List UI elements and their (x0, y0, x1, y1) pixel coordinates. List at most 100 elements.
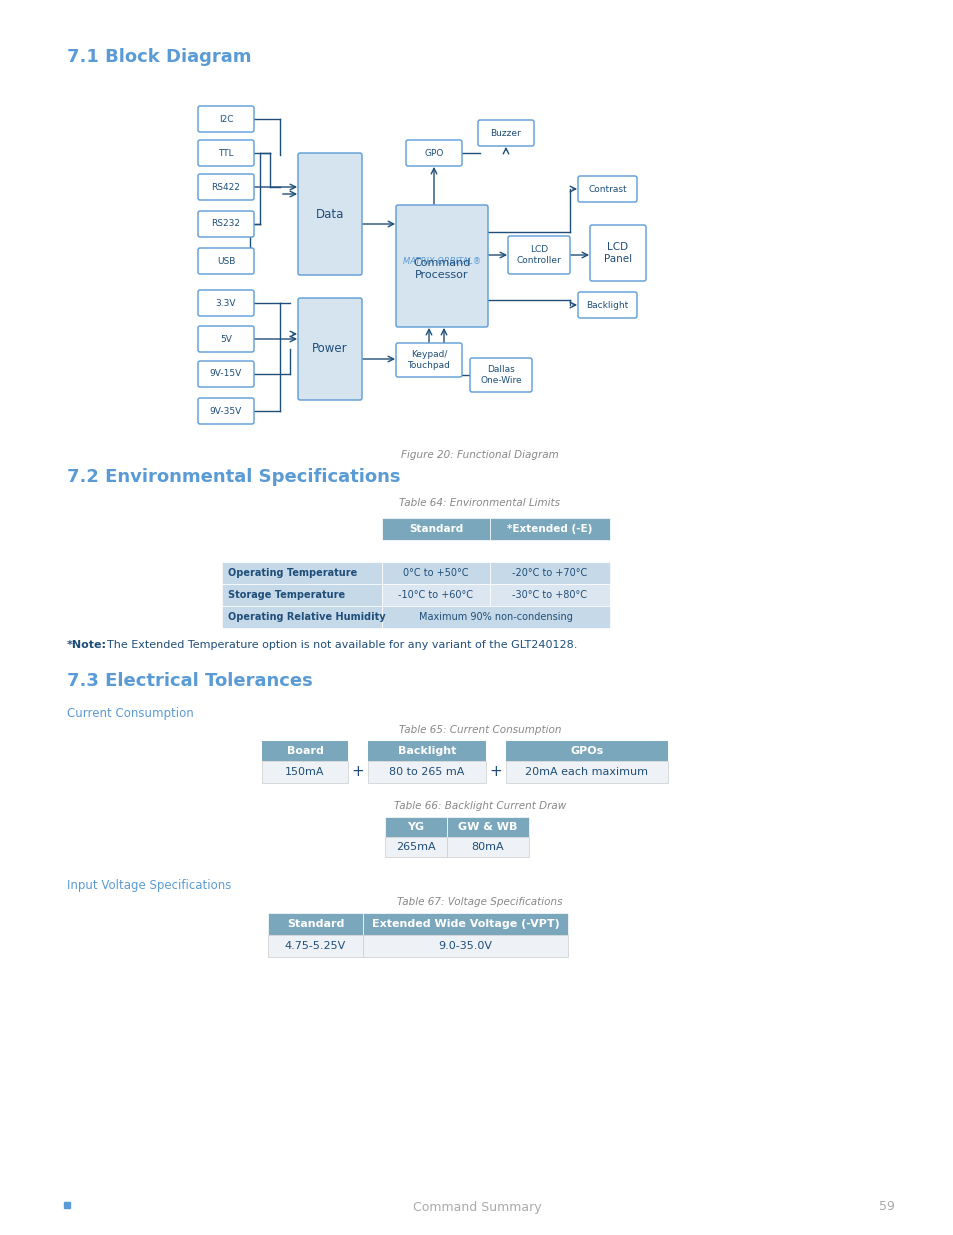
Text: 9V-15V: 9V-15V (210, 369, 242, 378)
Text: Backlight: Backlight (586, 300, 628, 310)
Text: Data: Data (315, 207, 344, 221)
FancyBboxPatch shape (297, 298, 361, 400)
Bar (268, 913, 363, 935)
Text: Extended Wide Voltage (-VPT): Extended Wide Voltage (-VPT) (372, 919, 558, 929)
FancyBboxPatch shape (198, 211, 253, 237)
FancyBboxPatch shape (578, 177, 637, 203)
Text: 7.2 Environmental Specifications: 7.2 Environmental Specifications (67, 468, 400, 487)
FancyBboxPatch shape (578, 291, 637, 317)
Text: 80mA: 80mA (471, 842, 504, 852)
Text: 4.75-5.25V: 4.75-5.25V (285, 941, 346, 951)
Text: Standard: Standard (287, 919, 344, 929)
Bar (381, 562, 490, 584)
Bar (505, 741, 667, 761)
Text: Board: Board (286, 746, 323, 756)
Text: +: + (489, 764, 502, 779)
FancyBboxPatch shape (198, 326, 253, 352)
Text: Command
Processor: Command Processor (413, 258, 470, 280)
Text: GPOs: GPOs (570, 746, 603, 756)
Text: USB: USB (216, 257, 235, 266)
Text: *Note:: *Note: (67, 640, 107, 650)
Text: 0°C to +50°C: 0°C to +50°C (403, 568, 468, 578)
FancyBboxPatch shape (198, 398, 253, 424)
Bar (262, 761, 348, 783)
Text: Storage Temperature: Storage Temperature (228, 590, 345, 600)
Text: *Extended (-E): *Extended (-E) (507, 524, 592, 534)
FancyBboxPatch shape (406, 140, 461, 165)
FancyBboxPatch shape (297, 153, 361, 275)
FancyBboxPatch shape (589, 225, 645, 282)
Text: Operating Relative Humidity: Operating Relative Humidity (228, 613, 385, 622)
Text: Current Consumption: Current Consumption (67, 706, 193, 720)
Text: Maximum 90% non-condensing: Maximum 90% non-condensing (418, 613, 573, 622)
Bar (363, 913, 567, 935)
Bar (268, 935, 363, 957)
Text: 9V-35V: 9V-35V (210, 406, 242, 415)
Bar (505, 761, 667, 783)
FancyBboxPatch shape (395, 343, 461, 377)
Text: GPO: GPO (424, 148, 443, 158)
Text: 7.1 Block Diagram: 7.1 Block Diagram (67, 48, 252, 65)
Text: The Extended Temperature option is not available for any variant of the GLT24012: The Extended Temperature option is not a… (107, 640, 577, 650)
Bar (490, 517, 609, 540)
Bar (385, 837, 447, 857)
Bar (381, 584, 490, 606)
Text: LCD
Panel: LCD Panel (603, 242, 632, 264)
Text: MATRIX ORBITAL®: MATRIX ORBITAL® (402, 257, 480, 266)
Bar (222, 562, 381, 584)
Text: Table 65: Current Consumption: Table 65: Current Consumption (398, 725, 560, 735)
Bar (381, 517, 490, 540)
FancyBboxPatch shape (198, 174, 253, 200)
Text: TTL: TTL (218, 148, 233, 158)
Text: Backlight: Backlight (397, 746, 456, 756)
Text: 5V: 5V (220, 335, 232, 343)
Text: YG: YG (407, 823, 424, 832)
FancyBboxPatch shape (395, 205, 488, 327)
Text: Table 67: Voltage Specifications: Table 67: Voltage Specifications (396, 897, 562, 906)
Text: 80 to 265 mA: 80 to 265 mA (389, 767, 464, 777)
Bar (222, 584, 381, 606)
Bar (447, 818, 529, 837)
Text: 59: 59 (878, 1200, 894, 1214)
Text: Power: Power (312, 342, 348, 356)
FancyBboxPatch shape (198, 140, 253, 165)
Bar (447, 837, 529, 857)
Text: 265mA: 265mA (395, 842, 436, 852)
Bar (368, 761, 485, 783)
Text: Operating Temperature: Operating Temperature (228, 568, 356, 578)
Text: Keypad/
Touchpad: Keypad/ Touchpad (407, 351, 450, 369)
Text: LCD
Controller: LCD Controller (517, 246, 560, 264)
Text: I2C: I2C (218, 115, 233, 124)
Text: Input Voltage Specifications: Input Voltage Specifications (67, 879, 232, 892)
Text: -20°C to +70°C: -20°C to +70°C (512, 568, 587, 578)
Text: 20mA each maximum: 20mA each maximum (525, 767, 648, 777)
Text: RS232: RS232 (212, 220, 240, 228)
FancyBboxPatch shape (470, 358, 532, 391)
FancyBboxPatch shape (198, 106, 253, 132)
Text: GW & WB: GW & WB (457, 823, 517, 832)
Text: 7.3 Electrical Tolerances: 7.3 Electrical Tolerances (67, 672, 313, 690)
Text: 150mA: 150mA (285, 767, 324, 777)
FancyBboxPatch shape (198, 248, 253, 274)
Text: Dallas
One-Wire: Dallas One-Wire (479, 366, 521, 384)
FancyBboxPatch shape (198, 290, 253, 316)
Text: Command Summary: Command Summary (413, 1200, 540, 1214)
Text: Table 66: Backlight Current Draw: Table 66: Backlight Current Draw (394, 802, 565, 811)
Text: Standard: Standard (409, 524, 462, 534)
Text: 3.3V: 3.3V (215, 299, 236, 308)
Bar (368, 741, 485, 761)
Bar (490, 584, 609, 606)
FancyBboxPatch shape (477, 120, 534, 146)
Text: Contrast: Contrast (588, 184, 626, 194)
Text: -10°C to +60°C: -10°C to +60°C (398, 590, 473, 600)
FancyBboxPatch shape (507, 236, 569, 274)
Text: Figure 20: Functional Diagram: Figure 20: Functional Diagram (400, 450, 558, 459)
Text: 9.0-35.0V: 9.0-35.0V (438, 941, 492, 951)
Bar (381, 606, 609, 629)
Bar (490, 562, 609, 584)
FancyBboxPatch shape (198, 361, 253, 387)
Text: Table 64: Environmental Limits: Table 64: Environmental Limits (399, 498, 560, 508)
Text: +: + (352, 764, 364, 779)
Text: -30°C to +80°C: -30°C to +80°C (512, 590, 587, 600)
Bar (363, 935, 567, 957)
